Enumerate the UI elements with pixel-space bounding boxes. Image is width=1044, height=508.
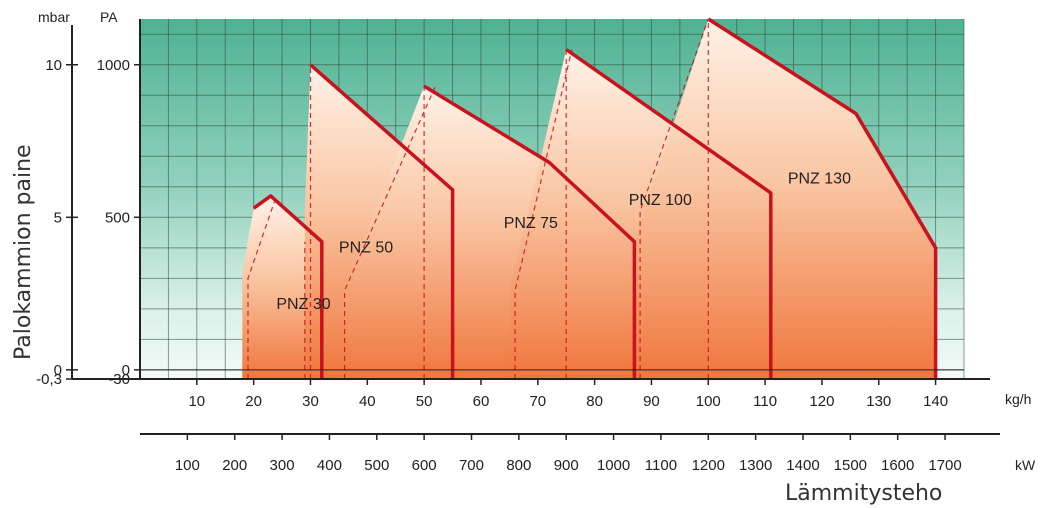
range-boundaries	[252, 17, 938, 379]
x-tick-label-kgh: 10	[188, 393, 205, 410]
y-tick-label-mbar: 5	[54, 209, 62, 226]
x-tick-label-kgh: 140	[923, 393, 948, 410]
boundary-pnz-75	[423, 84, 637, 379]
y-tick-label-pa: 0	[122, 362, 130, 379]
x-tick-label-kgh: 100	[696, 393, 721, 410]
x-tick-label-kgh: 130	[866, 393, 891, 410]
y-tick-label-pa: 1000	[97, 57, 130, 74]
boundary-pnz-30	[252, 194, 324, 379]
x-tick-label-kgh: 30	[302, 393, 319, 410]
x-tick-label-kw: 800	[506, 457, 531, 474]
x-tick-label-kw: 500	[364, 457, 389, 474]
x-tick-label-kw: 700	[459, 457, 484, 474]
series-label-pnz-130: PNZ 130	[788, 171, 851, 188]
dashed-lines	[247, 18, 709, 379]
x-tick-label-kw: 1000	[597, 457, 630, 474]
x-tick-label-kw: 1600	[881, 457, 914, 474]
x-tick-label-kw: 200	[222, 457, 247, 474]
x-unit-kw: kW	[1015, 457, 1036, 473]
x-tick-label-kw: 1100	[645, 457, 677, 474]
y-axis-title: Palokammion paine	[11, 144, 36, 360]
x-tick-label-kw: 1200	[692, 457, 725, 474]
x-tick-label-kgh: 60	[473, 393, 490, 410]
x-tick-label-kw: 1400	[786, 457, 819, 474]
area-pnz-30	[242, 195, 322, 379]
dashed-line-pnz-50	[344, 85, 437, 379]
x-tick-label-kgh: 110	[753, 393, 777, 410]
x-tick-label-kw: 1300	[739, 457, 772, 474]
y-tick-label-pa: -30	[108, 371, 130, 388]
y-unit-pa: PA	[100, 9, 118, 25]
model-labels: PNZ 30 PNZ 50 PNZ 75 PNZ 100 PNZ 130	[276, 171, 851, 313]
y-tick-label-mbar: -0,3	[36, 371, 62, 388]
x-tick-label-kw: 300	[270, 457, 295, 474]
dashed-line-pnz-100	[639, 18, 709, 379]
x-tick-label-kgh: 50	[416, 393, 433, 410]
x-tick-label-kw: 100	[175, 457, 200, 474]
x-tick-label-kgh: 90	[643, 393, 660, 410]
dashed-line-pnz-30	[247, 195, 277, 379]
area-pnz-130	[634, 19, 936, 379]
x-tick-label-kgh: 80	[586, 393, 603, 410]
boundary-pnz-50	[309, 63, 455, 379]
x-tick-label-kgh: 120	[809, 393, 834, 410]
boundary-pnz-130	[707, 17, 938, 379]
series-label-pnz-30: PNZ 30	[276, 296, 330, 313]
x-tick-label-kw: 1500	[834, 457, 867, 474]
x-axis-title: Lämmitysteho	[785, 481, 942, 506]
dashed-line-pnz-75	[514, 49, 573, 379]
y-tick-label-mbar: 0	[54, 362, 62, 379]
x-tick-label-kw: 900	[554, 457, 579, 474]
x-tick-label-kgh: 70	[529, 393, 546, 410]
x-unit-kgh: kg/h	[1005, 391, 1031, 407]
series-label-pnz-100: PNZ 100	[629, 192, 692, 209]
x-tick-label-kw: 1700	[928, 457, 961, 474]
series-label-pnz-50: PNZ 50	[339, 239, 393, 256]
x-tick-label-kgh: 20	[245, 393, 262, 410]
x-tick-label-kw: 400	[317, 457, 342, 474]
x-tick-label-kgh: 40	[359, 393, 376, 410]
y-unit-mbar: mbar	[38, 9, 70, 25]
boundary-pnz-100	[565, 48, 773, 379]
y-tick-label-mbar: 10	[45, 57, 62, 74]
series-label-pnz-75: PNZ 75	[504, 215, 558, 232]
y-tick-label-pa: 500	[105, 209, 130, 226]
x-tick-label-kw: 600	[412, 457, 437, 474]
